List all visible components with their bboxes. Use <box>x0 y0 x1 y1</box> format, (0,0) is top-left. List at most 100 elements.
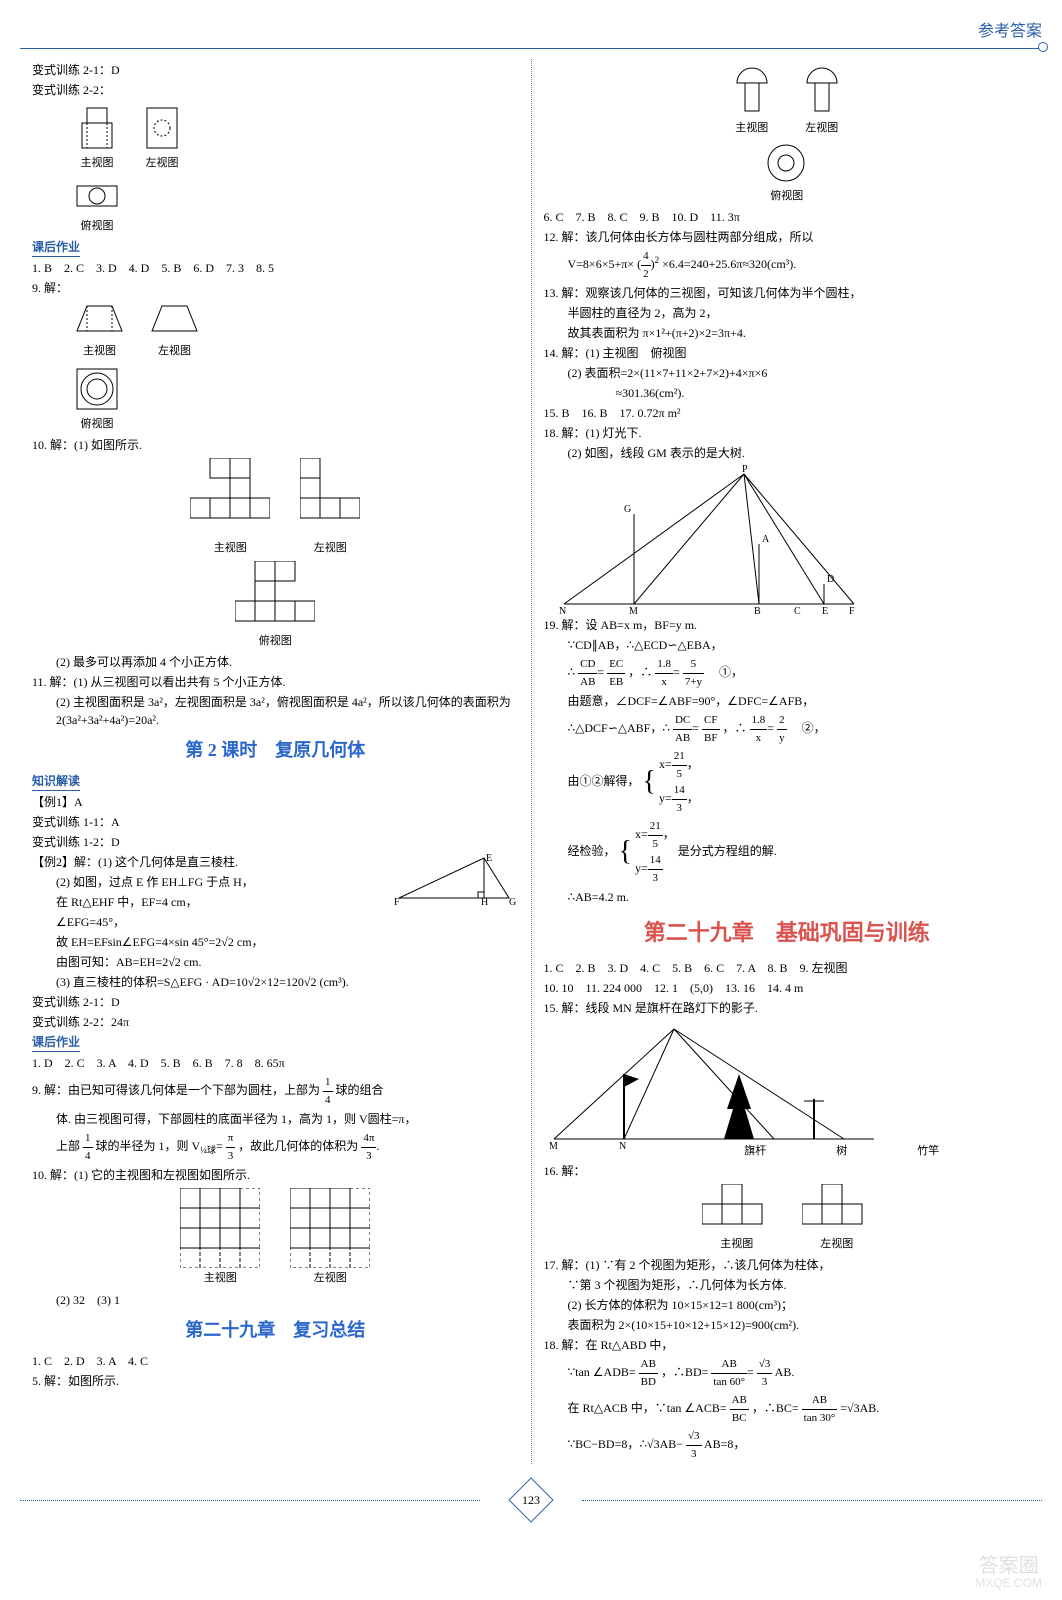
text: 16. 解： <box>544 1162 1031 1180</box>
text: 10. 解：(1) 如图所示. <box>32 436 519 454</box>
rings-icon <box>764 141 809 186</box>
figure-row: 主视图 左视图 <box>72 301 519 360</box>
svg-text:P: P <box>742 464 748 475</box>
text: 1. D 2. C 3. A 4. D 5. B 6. B 7. 8 8. 65… <box>32 1054 519 1072</box>
left-view-figure: 左视图 <box>300 458 360 557</box>
text: 表面积为 2×(10×15+10×12+15×12)=900(cm²). <box>544 1316 1031 1334</box>
text: (2) 长方体的体积为 10×15×12=1 800(cm³)； <box>544 1296 1031 1314</box>
text: 变式训练 2-2： <box>32 81 519 99</box>
fraction: CDAB <box>578 656 597 690</box>
page-title: 参考答案 <box>978 23 1042 40</box>
trapezoid-icon <box>72 301 127 341</box>
watermark: 答案圈 MXQE.COM <box>975 1555 1042 1590</box>
front-view-figure: 主视图 <box>180 1188 260 1287</box>
top-view-figure: 俯视图 <box>72 364 122 433</box>
fraction: 14 <box>83 1130 93 1164</box>
text: 14. 解：(1) 主视图 俯视图 <box>544 344 1031 362</box>
section-tag: 课后作业 <box>32 1033 80 1052</box>
svg-text:E: E <box>486 853 492 864</box>
top-view-figure: 俯视图 <box>72 176 122 235</box>
svg-text:N: N <box>559 606 566 614</box>
chapter-title: 第二十九章 基础巩固与训练 <box>544 916 1031 949</box>
fraction: 2y <box>777 712 787 746</box>
text: ∵第 3 个视图为矩形，∴几何体为长方体. <box>544 1276 1031 1294</box>
caption: 左视图 <box>147 343 202 360</box>
caption: 左视图 <box>802 1236 872 1253</box>
left-view-figure: 左视图 <box>802 63 842 137</box>
left-view-figure: 左视图 <box>802 1184 872 1253</box>
fraction: 1.8x <box>655 656 673 690</box>
text: 由图可知：AB=EH=2√2 cm. <box>32 953 519 971</box>
caption: 俯视图 <box>72 218 122 235</box>
text: 1. B 2. C 3. D 4. D 5. B 6. D 7. 3 8. 5 <box>32 259 519 277</box>
figure-row: 主视图 左视图 <box>32 458 519 557</box>
text: ∵CD∥AB，∴△ECD∽△EBA， <box>544 636 1031 654</box>
shadow-diagram-icon: M N <box>544 1019 884 1149</box>
shape-icon <box>72 176 122 216</box>
top-view-figure: 俯视图 <box>764 141 809 205</box>
text: 在 Rt△ACB 中，∵tan ∠ACB= ABBC ，∴BC= ABtan 3… <box>544 1392 1031 1426</box>
text: ≈301.36(cm²). <box>544 384 1031 402</box>
content-columns: 变式训练 2-1：D 变式训练 2-2： 主视图 左视图 <box>20 59 1042 1464</box>
section-title: 第 2 课时 复原几何体 <box>32 737 519 764</box>
text: (2) 表面积=2×(11×7+11×2+7×2)+4×π×6 <box>544 364 1031 382</box>
text: 15. B 16. B 17. 0.72π m² <box>544 404 1031 422</box>
left-column: 变式训练 2-1：D 变式训练 2-2： 主视图 左视图 <box>20 59 532 1464</box>
left-view-figure: 左视图 <box>147 301 202 360</box>
text: (2) 如图，线段 GM 表示的是大树. <box>544 444 1031 462</box>
text: 经检验， { x=215， y=143 是分式方程组的解. <box>544 818 1031 886</box>
text: 9. 解： <box>32 279 519 297</box>
front-view-figure: 主视图 <box>732 63 772 137</box>
figure-row: 俯视图 <box>72 364 519 433</box>
text: 1. C 2. D 3. A 4. C <box>32 1352 519 1370</box>
text: 9. 解：由已知可得该几何体是一个下部为圆柱，上部为 14 球的组合 <box>32 1074 519 1108</box>
fraction: 4π3 <box>361 1130 376 1164</box>
text: V=8×6×5+π× (42)2 ×6.4=240+25.6π≈320(cm³)… <box>544 248 1031 282</box>
text: (2) 最多可以再添加 4 个小正方体. <box>32 653 519 671</box>
text: ∴ CDAB= ECEB ，∴ 1.8x= 57+y ①， <box>544 656 1031 690</box>
caption: 树 <box>836 1143 847 1160</box>
text: 故其表面积为 π×1²+(π+2)×2=3π+4. <box>544 324 1031 342</box>
text: 体. 由三视图可得，下部圆柱的底面半径为 1，高为 1，则 V圆柱=π， <box>32 1110 519 1128</box>
text: 10. 解：(1) 它的主视图和左视图如图所示. <box>32 1166 519 1184</box>
cells-icon <box>190 458 270 538</box>
fraction: 14 <box>323 1074 333 1108</box>
left-view-figure: 左视图 <box>142 103 182 172</box>
page-header: 参考答案 <box>20 20 1042 49</box>
grid-icon <box>180 1188 260 1268</box>
text: 由①②解得， { x=215， y=143， <box>544 748 1031 816</box>
mushroom-icon <box>732 63 772 118</box>
fraction: 1.8x <box>750 712 768 746</box>
text: 18. 解：在 Rt△ABD 中， <box>544 1336 1031 1354</box>
text: 17. 解：(1) ∵有 2 个视图为矩形，∴该几何体为柱体， <box>544 1256 1031 1274</box>
chapter-title: 第二十九章 复习总结 <box>32 1317 519 1344</box>
text: 11. 解：(1) 从三视图可以看出共有 5 个小正方体. <box>32 673 519 691</box>
tree-diagram: P G A D N M B C E F <box>544 464 1031 614</box>
text: 故 EH=EFsin∠EFG=4×sin 45°=2√2 cm， <box>32 933 519 951</box>
text: 变式训练 1-2：D <box>32 833 519 851</box>
caption: 主视图 <box>702 1236 772 1253</box>
text: 半圆柱的直径为 2，高为 2， <box>544 304 1031 322</box>
front-view-figure: 主视图 <box>72 301 127 360</box>
left-view-figure: 左视图 <box>290 1188 370 1287</box>
svg-text:G: G <box>509 897 516 908</box>
text: (2) 32 (3) 1 <box>32 1291 519 1309</box>
front-view-figure: 主视图 <box>702 1184 772 1253</box>
right-column: 主视图 左视图 俯视图 6. C 7. B 8. C 9. B 10. D 11… <box>532 59 1043 1464</box>
caption: 主视图 <box>72 155 122 172</box>
text: ∠EFG=45°， <box>32 913 519 931</box>
svg-text:N: N <box>619 1141 626 1149</box>
fraction: 42 <box>641 248 651 282</box>
text: ∴△DCF∽△ABF，∴ DCAB= CFBF ，∴ 1.8x= 2y ②， <box>544 712 1031 746</box>
text: 10. 10 11. 224 000 12. 1 (5,0) 13. 16 14… <box>544 979 1031 997</box>
svg-text:E: E <box>822 606 828 614</box>
section-tag: 课后作业 <box>32 238 80 257</box>
caption: 俯视图 <box>764 188 809 205</box>
shadow-diagram: M N 旗杆 树 竹竿 <box>544 1019 1031 1160</box>
section-tag: 知识解读 <box>32 772 80 791</box>
front-view-figure: 主视图 <box>190 458 270 557</box>
svg-text:F: F <box>849 606 855 614</box>
cells-icon <box>300 458 360 538</box>
text: 变式训练 2-1：D <box>32 61 519 79</box>
text: 上部 14 球的半径为 1，则 V¼球= π3 ，故此几何体的体积为 4π3. <box>32 1130 519 1164</box>
